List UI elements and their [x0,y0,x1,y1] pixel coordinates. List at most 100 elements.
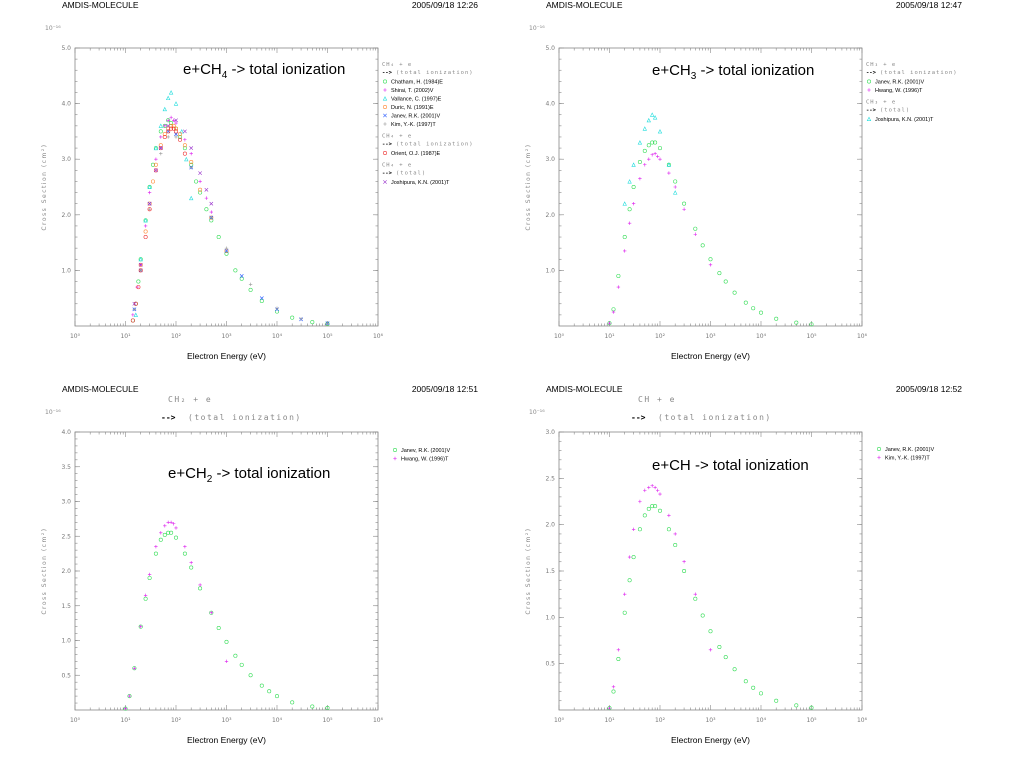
legend-marker [866,116,872,121]
data-point [310,704,315,709]
data-point [794,320,799,325]
data-point [259,298,264,303]
data-point [143,593,148,598]
data-point [165,95,171,101]
data-point [209,201,214,206]
data-point [158,129,163,134]
data-point [171,126,176,131]
legend-entry: Janev, R.K. (2001)V [391,114,440,120]
x-tick-label: 10¹ [604,717,615,724]
legend-group-head: CH₄ + e [382,62,412,68]
y-tick-label: 4.0 [61,101,71,108]
data-point [162,132,167,137]
legend-entry: Kim, Y.-K. (1997)T [885,456,930,462]
data-point [673,532,677,536]
legend-process: (total ionization) [396,70,474,76]
panel-header-date: 2005/09/18 12:26 [411,0,478,10]
panel-header-left: AMDIS-MOLECULE [62,384,139,394]
data-point [655,154,660,159]
y-tick-label: 4.0 [545,101,555,108]
data-point [158,146,163,151]
legend-marker [867,88,871,92]
chart-svg: 10⁻¹⁶ 10⁰ 10¹ 10² 10³ 10⁴ 10⁵ 10⁶ 0.5 1.0 1.5 2.0 2.… [525,395,934,745]
data-point [136,285,141,290]
y-axis-title: Cross Section (cm²) [525,527,532,614]
data-point [658,492,662,496]
panel-header-date: 2005/09/18 12:52 [895,384,962,394]
data-point [682,207,686,211]
data-point [658,146,663,151]
data-series [123,530,330,711]
reaction-title: e+CH -> total ionization [652,457,809,474]
data-point [667,513,671,518]
data-point [177,132,182,137]
y-tick-label: 2.5 [545,475,555,482]
data-point [666,162,672,167]
y-tick-label: 1.0 [545,267,555,274]
legend-arrow: --> [382,70,393,76]
data-point [132,666,137,670]
y-tick-label: 2.0 [61,212,71,219]
y-tick-label: 2.5 [61,533,71,540]
data-point [611,685,616,689]
data-point [751,306,756,311]
data-point [169,530,174,535]
data-point [631,162,636,167]
data-point [177,134,182,139]
data-point [138,262,143,267]
data-point [224,659,229,664]
reaction-header: CH₂ + e [168,395,212,404]
chart-panel-ch3: AMDIS-MOLECULE 2005/09/18 12:47 10⁻¹⁶ 10⁰… [484,0,989,384]
x-tick-label: 10⁰ [70,717,81,724]
legend-entry: Janev, R.K. (2001)V [401,448,450,454]
data-point [198,171,203,176]
data-point [158,146,163,150]
data-point [209,210,213,214]
data-point [717,644,722,649]
data-series [607,151,713,325]
data-point [168,90,174,95]
data-point [171,123,176,128]
data-point [649,112,655,117]
data-point [179,129,184,134]
legend-entry: Orient, O.J. (1987)E [391,151,441,157]
x-tick-label: 10³ [221,333,232,340]
data-point [153,551,158,556]
data-point [622,201,627,206]
chart-panel-ch2: AMDIS-MOLECULE 2005/09/18 12:51 10⁻¹⁶ 10⁰… [0,384,505,768]
data-point [163,524,167,528]
data-point [650,504,655,509]
data-point [194,179,199,184]
data-point [607,706,612,710]
legend-entry: Chatham, H. (1984)E [391,80,443,86]
data-point [138,256,143,262]
reaction-arrow: --> [161,413,176,422]
data-point [653,151,657,156]
data-point [209,611,213,615]
data-point [693,592,697,596]
y-axis-title: Cross Section (cm²) [525,143,532,230]
data-point [147,575,152,580]
data-point [139,624,143,629]
reaction-title: e+CH4 -> total ionization [183,61,345,81]
data-point [204,207,209,212]
data-point [275,306,279,310]
reaction-title: e+CH3 -> total ionization [652,62,814,82]
data-point [248,673,253,678]
y-tick-label: 3.0 [545,429,555,436]
data-point [717,271,722,276]
data-point [653,140,658,145]
data-point [325,321,330,325]
data-point [147,201,152,206]
data-series [130,126,187,323]
legend-process: (total ionization) [396,142,474,148]
data-point [189,159,194,164]
data-point [248,282,253,286]
legend-arrow: --> [866,108,877,114]
legend-arrow: --> [866,70,877,76]
data-point [150,162,155,167]
data-point [637,140,643,145]
legend-marker [383,113,387,118]
x-tick-label: 10⁰ [554,717,565,724]
y-tick-label: 1.0 [61,638,71,645]
